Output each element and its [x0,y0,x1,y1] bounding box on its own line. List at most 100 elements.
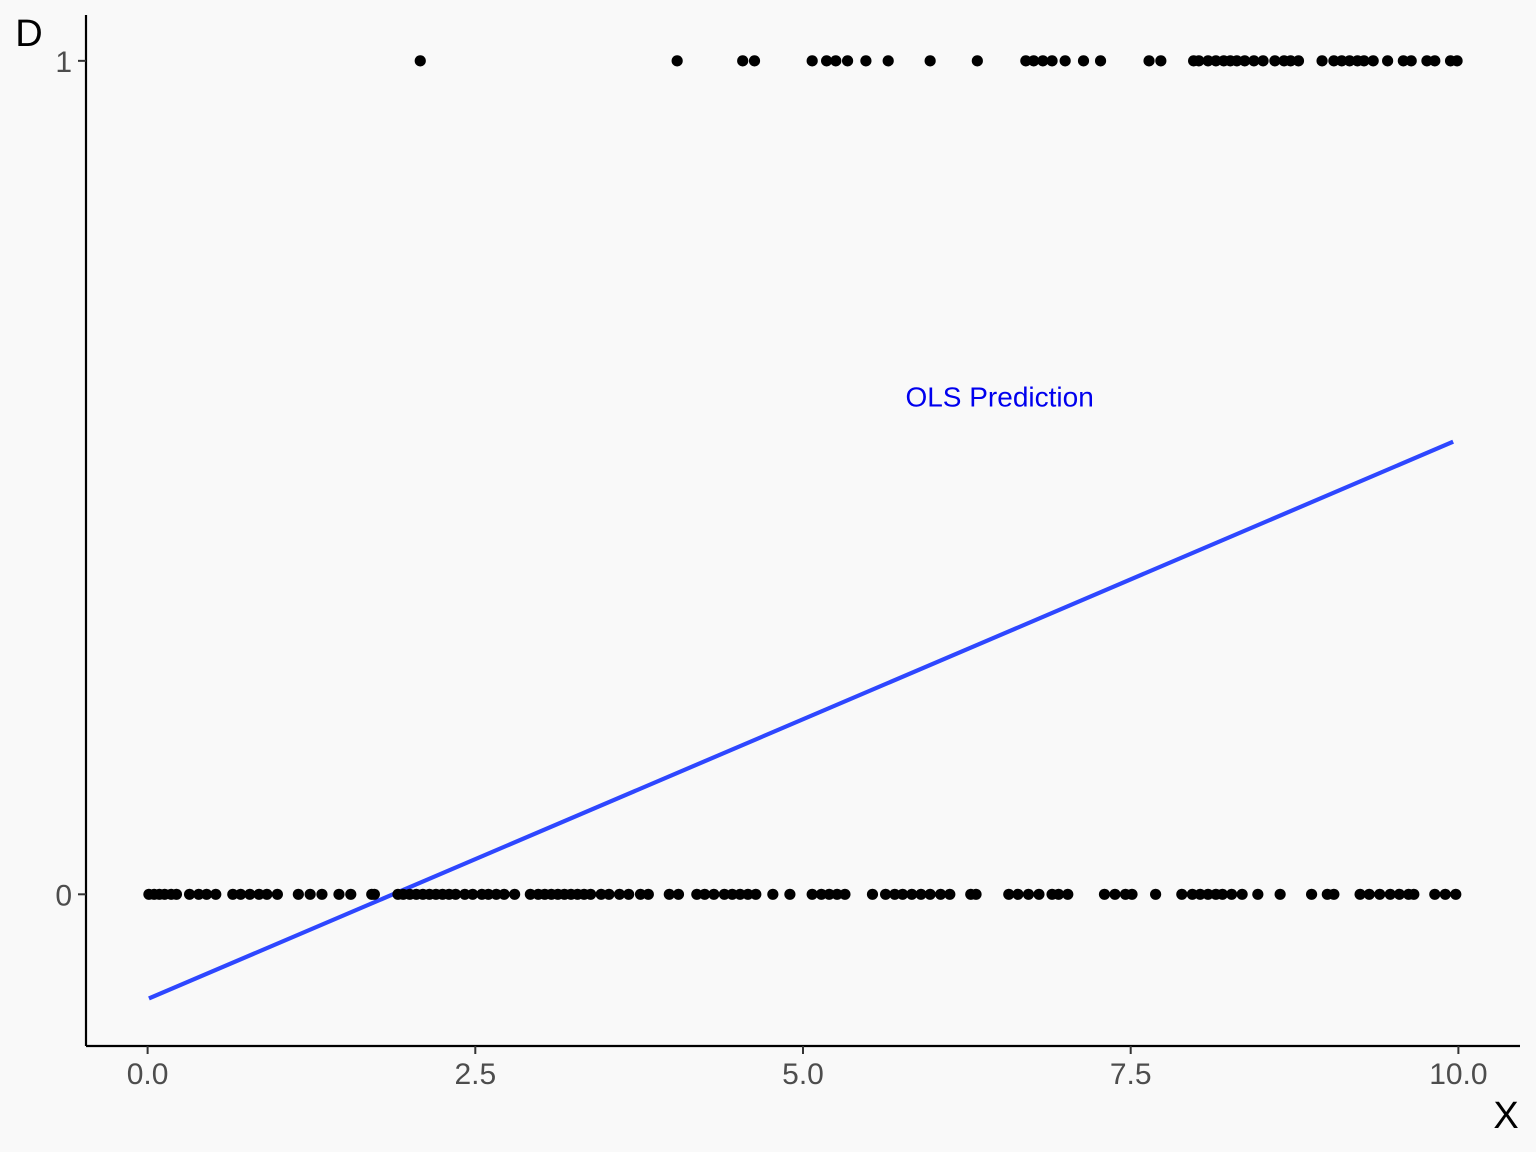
data-point-d1 [1382,55,1394,67]
data-point-d0 [1109,888,1121,900]
data-point-d0 [524,888,536,900]
data-point-d0 [1033,888,1045,900]
data-point-d0 [345,888,357,900]
data-point-d0 [750,888,762,900]
data-point-d0 [585,888,597,900]
y-tick-label: 1 [55,46,72,79]
x-axis-ticks: 0.0 2.5 5.0 7.5 10.0 [127,1046,1488,1091]
data-point-d0 [271,888,283,900]
data-point-d1 [1028,55,1040,67]
data-point-d0 [467,888,479,900]
data-point-d0 [642,888,654,900]
data-point-d1 [860,55,872,67]
data-point-d0 [623,888,635,900]
data-point-d1 [806,55,818,67]
data-point-d1 [1358,55,1370,67]
data-point-d1 [1143,55,1155,67]
data-point-d0 [1150,888,1162,900]
data-point-d0 [897,888,909,900]
ols-prediction-line [148,439,1454,1001]
data-point-d0 [253,888,265,900]
data-point-d0 [1186,888,1198,900]
points-layer [143,55,1463,900]
data-point-d0 [806,888,818,900]
data-point-d0 [193,888,205,900]
x-tick-label: 7.5 [1110,1058,1152,1091]
data-point-d1 [1285,55,1297,67]
data-point-d0 [304,888,316,900]
data-point-d1 [1343,55,1356,67]
data-point-d1 [1155,55,1167,67]
data-point-d0 [823,888,835,900]
data-point-d0 [1305,888,1318,900]
y-tick-label: 0 [55,879,72,912]
x-tick-label: 0.0 [127,1058,169,1091]
data-point-d0 [663,888,675,900]
data-point-d0 [1408,888,1420,900]
data-point-d1 [1292,55,1305,67]
data-point-d0 [726,888,738,900]
data-point-d0 [498,888,510,900]
data-point-d1 [748,55,761,67]
data-point-d0 [1003,888,1015,900]
data-point-d1 [1248,55,1260,67]
data-point-d0 [1022,888,1035,900]
data-point-d0 [183,888,196,900]
data-point-d1 [1193,55,1205,67]
data-point-d0 [1053,888,1065,900]
data-point-d1 [671,55,683,67]
data-point-d0 [944,888,956,900]
data-point-d1 [830,55,842,67]
data-point-d1 [1451,55,1463,67]
data-point-d1 [841,55,854,67]
data-point-d0 [1062,888,1074,900]
ols-line-layer [148,439,1454,1001]
data-point-d0 [1450,888,1462,900]
x-axis-title: X [1493,1095,1518,1137]
data-point-d0 [170,888,183,900]
data-point-d0 [292,888,304,900]
data-point-d0 [1274,888,1286,900]
data-point-d0 [1354,888,1366,900]
data-point-d0 [450,888,462,900]
data-point-d0 [784,888,796,900]
data-point-d0 [509,888,521,900]
data-point-d0 [935,888,947,900]
data-point-d0 [1012,888,1024,900]
data-point-d0 [1176,888,1188,900]
data-point-d0 [1226,888,1238,900]
data-point-d0 [815,888,827,900]
data-point-d0 [734,888,746,900]
data-point-d1 [1269,55,1281,67]
data-point-d1 [924,55,936,67]
data-point-d1 [414,55,426,67]
data-point-d0 [1202,888,1214,900]
data-point-d0 [482,888,495,900]
data-point-d0 [227,888,239,900]
data-point-d1 [1336,55,1348,67]
data-point-d0 [839,888,851,900]
data-point-d1 [1231,55,1243,67]
data-point-d1 [737,55,749,67]
data-point-d0 [906,888,918,900]
data-point-d0 [708,888,720,900]
data-point-d0 [924,888,936,900]
data-point-d0 [1126,888,1138,900]
y-axis-title: D [15,13,42,55]
data-point-d1 [1202,55,1214,67]
data-point-d0 [1098,888,1111,900]
data-point-d0 [691,888,703,900]
data-point-d0 [1429,888,1441,900]
data-point-d0 [1236,888,1248,900]
data-point-d0 [889,888,901,900]
data-point-d0 [699,888,711,900]
data-point-d0 [603,888,615,900]
data-point-d0 [200,888,213,900]
data-point-d1 [1421,55,1433,67]
data-point-d0 [490,888,502,900]
data-point-d1 [1239,55,1251,67]
data-point-d1 [1020,55,1032,67]
data-point-d1 [971,55,983,67]
x-tick-label: 10.0 [1429,1058,1487,1091]
